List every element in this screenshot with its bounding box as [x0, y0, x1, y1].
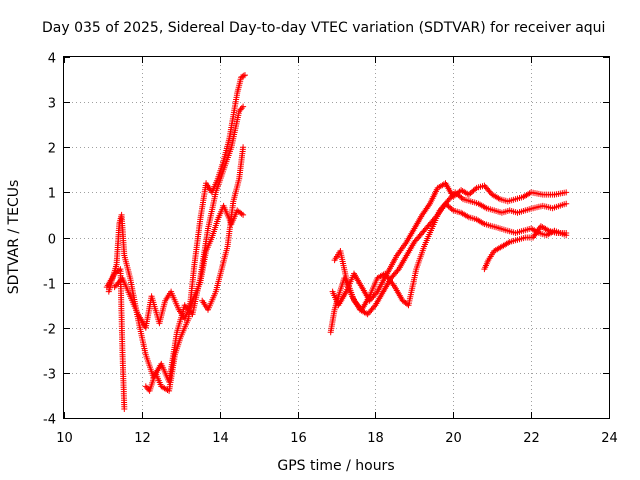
x-axis-label: GPS time / hours [277, 458, 394, 474]
series-line [145, 74, 246, 393]
series-trace-2 [103, 266, 128, 412]
y-tick-label: -4 [43, 413, 56, 428]
series-markers [111, 202, 247, 331]
series-markers [327, 200, 570, 336]
series-trace-9 [481, 223, 570, 273]
x-tick-label: 20 [445, 431, 462, 446]
x-tick-label: 12 [134, 431, 151, 446]
series-trace-6 [327, 200, 570, 336]
x-tick-label: 14 [212, 431, 229, 446]
series-trace-3 [111, 202, 247, 331]
y-tick-label: -3 [43, 368, 56, 383]
y-tick-label: 4 [48, 52, 56, 67]
y-tick-label: 1 [48, 187, 56, 202]
x-tick-label: 18 [367, 431, 384, 446]
chart-title: Day 035 of 2025, Sidereal Day-to-day VTE… [42, 20, 605, 36]
y-tick-label: 3 [48, 97, 56, 112]
series-markers [329, 180, 570, 309]
series-trace-4 [142, 72, 248, 394]
series-trace-5 [199, 144, 247, 313]
series-markers [142, 72, 248, 394]
y-tick-label: -1 [43, 278, 56, 293]
y-tick-label: 2 [48, 142, 56, 157]
x-tick-label: 10 [56, 431, 73, 446]
x-tick-label: 16 [290, 431, 307, 446]
y-tick-label: 0 [48, 233, 56, 248]
y-axis-label: SDTVAR / TECUs [6, 180, 22, 295]
series-layer [103, 72, 570, 412]
y-tick-label: -2 [43, 323, 56, 338]
x-tick-label: 22 [523, 431, 540, 446]
x-tick-label: 24 [601, 431, 618, 446]
series-markers [481, 223, 570, 273]
series-trace-8 [329, 180, 570, 309]
series-markers [199, 144, 247, 313]
plot-frame [63, 56, 610, 419]
